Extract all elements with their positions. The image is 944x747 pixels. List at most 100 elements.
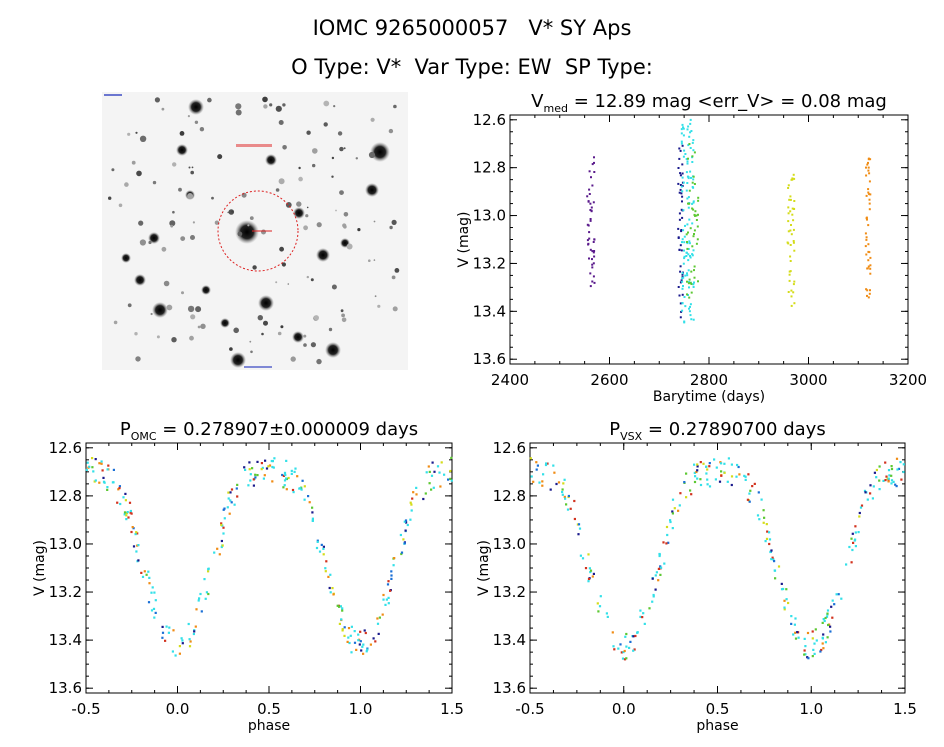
- data-point: [589, 209, 592, 211]
- x-tick-label: 0.5: [257, 700, 281, 718]
- data-point: [790, 233, 793, 236]
- data-point: [112, 481, 115, 484]
- data-point: [785, 598, 788, 601]
- data-point: [715, 466, 718, 469]
- star: [138, 220, 144, 226]
- data-point: [706, 468, 709, 471]
- data-point: [714, 478, 717, 481]
- star: [389, 225, 393, 230]
- data-point: [790, 622, 793, 625]
- data-point: [362, 643, 365, 646]
- star: [176, 144, 188, 156]
- data-point: [221, 544, 224, 547]
- data-point: [790, 224, 792, 226]
- data-point: [770, 558, 773, 561]
- data-point: [682, 181, 685, 184]
- data-point: [758, 518, 761, 521]
- data-point: [339, 605, 342, 608]
- star: [298, 166, 301, 170]
- data-point: [249, 479, 252, 482]
- data-point: [564, 497, 567, 500]
- data-point: [689, 122, 692, 125]
- star: [156, 335, 160, 339]
- data-point: [308, 501, 311, 504]
- data-point: [822, 647, 825, 650]
- data-point: [693, 213, 696, 216]
- data-point: [681, 216, 684, 219]
- data-point: [387, 602, 390, 605]
- data-point: [682, 229, 685, 232]
- data-point: [868, 198, 871, 201]
- data-point: [593, 255, 596, 258]
- data-point: [688, 189, 691, 192]
- data-point: [671, 498, 675, 501]
- data-point: [695, 219, 698, 221]
- title-symbol: P: [609, 419, 620, 440]
- data-point: [589, 571, 592, 574]
- data-point: [682, 209, 685, 212]
- data-point: [789, 195, 792, 198]
- data-point: [829, 625, 832, 628]
- data-point: [390, 577, 393, 580]
- title-symbol: P: [120, 419, 131, 440]
- data-point: [669, 519, 672, 522]
- data-point: [300, 488, 303, 491]
- data-point: [681, 238, 684, 241]
- star: [170, 224, 174, 228]
- data-point: [789, 255, 792, 258]
- star: [181, 291, 184, 295]
- data-point: [692, 235, 695, 238]
- data-point: [743, 474, 746, 477]
- data-point: [230, 488, 234, 491]
- data-point: [386, 583, 390, 586]
- star: [368, 259, 371, 263]
- data-point: [706, 478, 709, 481]
- data-point: [197, 599, 200, 602]
- x-tick-label: 0.5: [706, 700, 730, 718]
- data-point: [131, 526, 134, 529]
- data-point: [322, 547, 325, 550]
- data-point: [890, 474, 893, 477]
- data-point: [136, 544, 139, 547]
- data-point: [687, 281, 690, 283]
- data-point: [806, 631, 810, 635]
- data-point: [588, 231, 591, 234]
- data-point: [747, 473, 750, 476]
- star: [333, 105, 336, 108]
- data-point: [178, 645, 181, 648]
- data-point: [681, 163, 684, 166]
- data-point: [696, 225, 699, 228]
- data-point: [589, 248, 592, 251]
- data-point: [311, 517, 314, 520]
- data-point: [677, 167, 680, 169]
- data-point: [680, 229, 683, 231]
- data-point: [840, 597, 843, 600]
- data-point: [685, 233, 688, 236]
- star: [235, 220, 259, 244]
- data-point: [787, 206, 790, 209]
- star: [392, 306, 398, 312]
- star: [282, 103, 286, 107]
- data-point: [693, 471, 696, 474]
- data-point: [411, 497, 414, 500]
- data-point: [682, 285, 684, 287]
- data-point: [790, 615, 793, 618]
- data-point: [780, 582, 783, 585]
- data-point: [677, 236, 680, 239]
- data-point: [865, 217, 868, 220]
- star: [278, 178, 285, 185]
- x-tick-label: 0.0: [612, 700, 636, 718]
- data-point: [541, 484, 544, 487]
- data-point: [145, 573, 148, 576]
- data-point: [220, 545, 223, 549]
- data-point: [679, 492, 682, 495]
- data-point: [854, 531, 857, 534]
- data-point: [682, 126, 684, 129]
- data-point: [124, 492, 127, 495]
- data-point: [678, 294, 681, 297]
- data-point: [252, 484, 255, 487]
- data-point: [563, 478, 566, 481]
- data-point: [625, 645, 628, 648]
- data-point: [403, 542, 406, 545]
